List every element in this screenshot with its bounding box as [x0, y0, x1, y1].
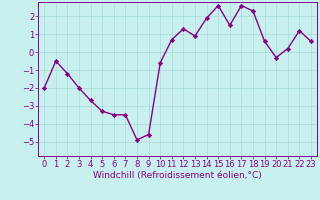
X-axis label: Windchill (Refroidissement éolien,°C): Windchill (Refroidissement éolien,°C)	[93, 171, 262, 180]
